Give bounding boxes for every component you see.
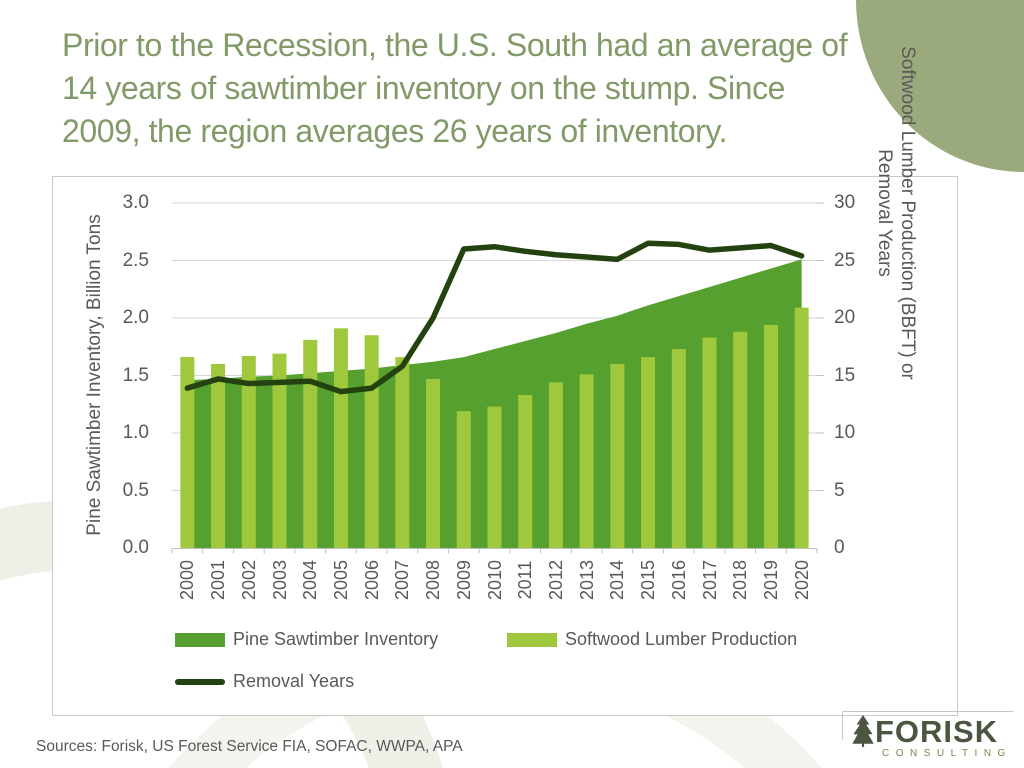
x-axis-label-2010: 2010 xyxy=(484,559,505,601)
x-axis-label-2007: 2007 xyxy=(392,559,413,601)
sources-text: Sources: Forisk, US Forest Service FIA, … xyxy=(36,738,463,755)
x-axis-label-2001: 2001 xyxy=(208,559,229,601)
right-axis-tick-0: 0 xyxy=(834,537,845,558)
legend-swatch-bar xyxy=(507,632,557,647)
x-axis-label-2016: 2016 xyxy=(668,559,689,601)
bar-2000 xyxy=(180,357,195,548)
logo-subtitle: CONSULTING xyxy=(882,748,1012,759)
x-axis-label-2020: 2020 xyxy=(791,559,812,601)
right-axis-tick-20: 20 xyxy=(834,307,856,328)
forisk-logo: FORISK CONSULTING xyxy=(852,715,1012,759)
x-axis-label-2015: 2015 xyxy=(638,559,659,601)
plot-area xyxy=(171,202,824,554)
logo-frame-lines xyxy=(842,711,1013,740)
left-axis-tick-1.0: 1.0 xyxy=(122,422,149,443)
bar-2014 xyxy=(610,364,625,548)
bar-2008 xyxy=(426,378,441,548)
chart: 3.0 2.5 2.0 1.5 1.0 0.5 0.0 30 25 20 15 10 5 0 2000 2… xyxy=(52,46,958,716)
legend-swatch-area xyxy=(175,632,225,647)
page-title: Prior to the Recession, the U.S. South h… xyxy=(62,24,962,153)
left-axis-tick-2.5: 2.5 xyxy=(122,249,149,271)
right-axis-title: Softwood Lumber Production (BBFT) or Rem… xyxy=(873,13,919,413)
pine-tree-icon xyxy=(852,715,874,747)
right-axis-tick-30: 30 xyxy=(834,192,856,213)
bar-2001 xyxy=(211,364,226,548)
title-line-3: 2009, the region averages 26 years of in… xyxy=(62,113,728,149)
bar-2009 xyxy=(456,411,471,548)
x-axis-label-2002: 2002 xyxy=(238,559,259,601)
x-axis-label-2008: 2008 xyxy=(423,559,444,601)
x-axis-label-2017: 2017 xyxy=(699,559,720,601)
bar-2013 xyxy=(579,374,594,548)
bar-2018 xyxy=(733,331,748,548)
title-line-1: Prior to the Recession, the U.S. South h… xyxy=(62,27,848,63)
right-axis-tick-10: 10 xyxy=(834,422,856,443)
bar-2011 xyxy=(518,395,533,548)
x-axis-label-2014: 2014 xyxy=(607,559,628,601)
x-axis-label-2018: 2018 xyxy=(730,559,751,601)
left-axis-title: Pine Sawtimber Inventory, Billion Tons xyxy=(84,214,105,536)
right-axis-tick-15: 15 xyxy=(834,364,856,386)
bar-2006 xyxy=(364,335,379,548)
bar-2002 xyxy=(241,355,256,548)
x-axis-label-2006: 2006 xyxy=(361,559,382,601)
left-axis-tick-0.5: 0.5 xyxy=(122,479,149,501)
left-axis-tick-1.5: 1.5 xyxy=(122,364,149,386)
legend-label: Softwood Lumber Production xyxy=(565,629,798,649)
bar-2017 xyxy=(702,337,717,548)
legend-item-pine-sawtimber-inventory: Pine Sawtimber Inventory xyxy=(175,629,438,650)
bar-2016 xyxy=(671,349,686,548)
x-axis-label-2013: 2013 xyxy=(576,559,597,601)
right-axis-title-line-1: Softwood Lumber Production (BBFT) or xyxy=(897,46,918,380)
bar-2019 xyxy=(763,324,778,548)
bar-2020 xyxy=(794,307,809,548)
bar-2005 xyxy=(333,328,348,548)
x-axis-label-2019: 2019 xyxy=(760,559,781,601)
x-axis-label-2009: 2009 xyxy=(453,559,474,601)
legend-label: Pine Sawtimber Inventory xyxy=(233,629,439,649)
right-axis-tick-25: 25 xyxy=(834,249,856,271)
logo-text: FORISK xyxy=(875,714,999,749)
right-axis-tick-5: 5 xyxy=(834,479,845,501)
x-axis-label-2011: 2011 xyxy=(515,560,536,600)
title-line-2: 14 years of sawtimber inventory on the s… xyxy=(62,70,786,106)
x-axis-label-2005: 2005 xyxy=(330,559,351,601)
legend-item-softwood-lumber-production: Softwood Lumber Production xyxy=(507,629,797,650)
legend-item-removal-years: Removal Years xyxy=(175,671,354,692)
bar-2010 xyxy=(487,406,502,548)
line-removal-years xyxy=(184,240,805,395)
x-axis-label-2012: 2012 xyxy=(545,559,566,601)
left-axis-tick-3.0: 3.0 xyxy=(122,192,149,213)
right-axis-title-line-2: Removal Years xyxy=(874,149,895,277)
bar-2004 xyxy=(303,339,318,548)
x-axis-label-2000: 2000 xyxy=(177,559,198,601)
bar-2003 xyxy=(272,353,287,548)
left-axis-tick-0.0: 0.0 xyxy=(122,537,149,558)
x-axis-label-2003: 2003 xyxy=(269,559,290,601)
legend-label: Removal Years xyxy=(233,671,355,691)
left-axis-tick-2.0: 2.0 xyxy=(122,307,149,328)
bar-2007 xyxy=(395,357,410,548)
bar-2012 xyxy=(548,382,563,548)
x-axis-label-2004: 2004 xyxy=(300,559,321,601)
legend-swatch-line xyxy=(175,678,225,685)
bar-2015 xyxy=(641,357,656,548)
